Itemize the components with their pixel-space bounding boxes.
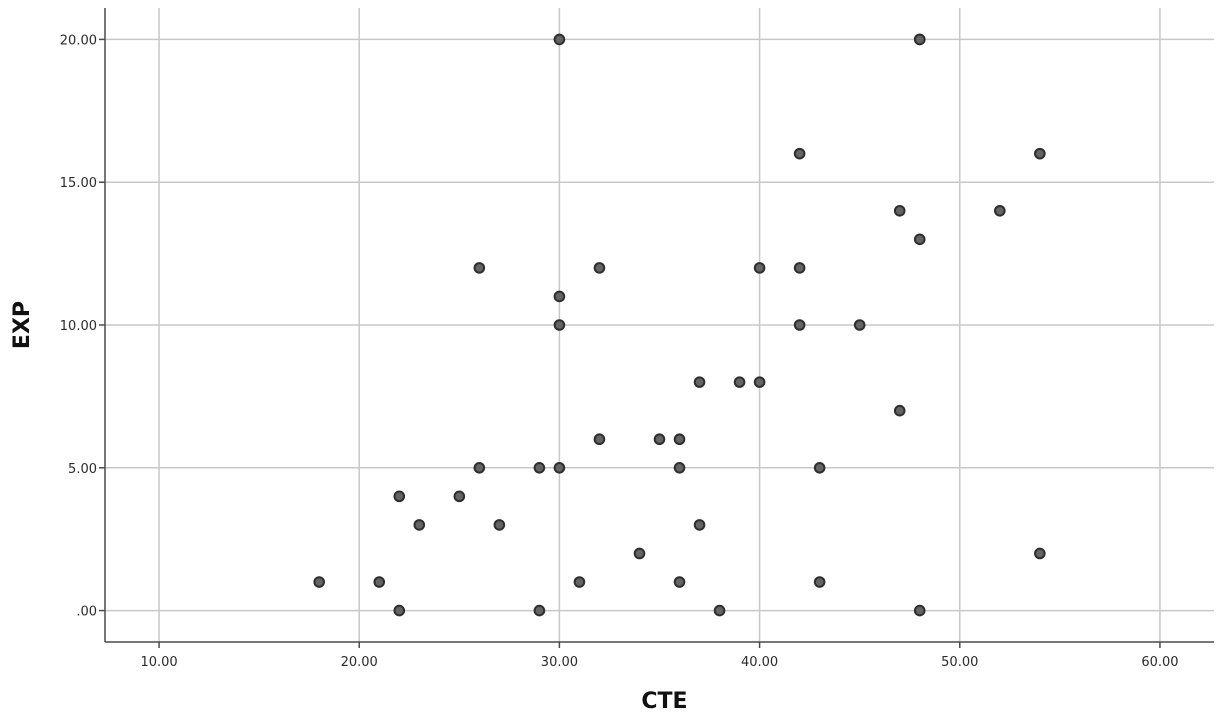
y-tick-label: .00 [76,605,97,620]
data-point [573,576,586,588]
y-axis-title: EXP [10,301,35,349]
data-point [693,519,706,531]
data-point [313,576,325,588]
data-point [553,33,566,46]
x-tick-label: 10.00 [140,655,177,670]
x-tick-label: 50.00 [941,655,978,670]
data-points [313,33,1046,617]
x-tick-label: 20.00 [341,655,378,670]
data-point [593,433,606,446]
data-point [793,262,806,274]
data-point [673,576,686,588]
grid [105,8,1214,642]
data-point [733,376,746,388]
data-point [413,519,426,531]
data-point [473,262,486,274]
data-point [473,461,486,474]
y-tick-label: 10.00 [60,319,97,334]
data-point [913,33,926,46]
data-point [813,576,826,588]
tick-labels: 10.00 20.00 30.00 40.00 50.00 60.00 .00 5.00 10.… [60,33,1179,670]
data-point [893,204,906,217]
data-point [393,490,406,503]
data-point [453,490,466,503]
x-tick-label: 30.00 [541,655,578,670]
x-tick-label: 40.00 [741,655,778,670]
x-tick-label: 60.00 [1141,655,1178,670]
y-tick-label: 15.00 [60,176,97,191]
y-tick-label: 5.00 [68,462,97,477]
data-point [793,147,806,160]
data-point [533,604,546,617]
data-point [994,204,1006,217]
axes [99,8,1214,648]
data-point [553,290,566,303]
data-point [1034,547,1046,560]
data-point [553,461,566,474]
data-point [753,376,766,388]
data-point [913,604,926,617]
data-point [673,433,686,446]
data-point [913,233,926,246]
data-point [753,262,766,274]
data-point [553,319,566,331]
data-point [373,576,386,588]
data-point [653,433,666,446]
y-tick-label: 20.00 [60,33,97,48]
data-point [533,461,546,474]
data-point [633,547,646,560]
data-point [853,319,866,331]
data-point [1034,147,1046,160]
data-point [493,519,506,531]
data-point [693,376,706,388]
data-point [393,604,406,617]
data-point [793,319,806,331]
data-point [813,461,826,474]
data-point [673,461,686,474]
data-point [713,604,726,617]
x-axis-title: CTE [641,689,687,713]
data-point [593,262,606,274]
data-point [893,404,906,417]
